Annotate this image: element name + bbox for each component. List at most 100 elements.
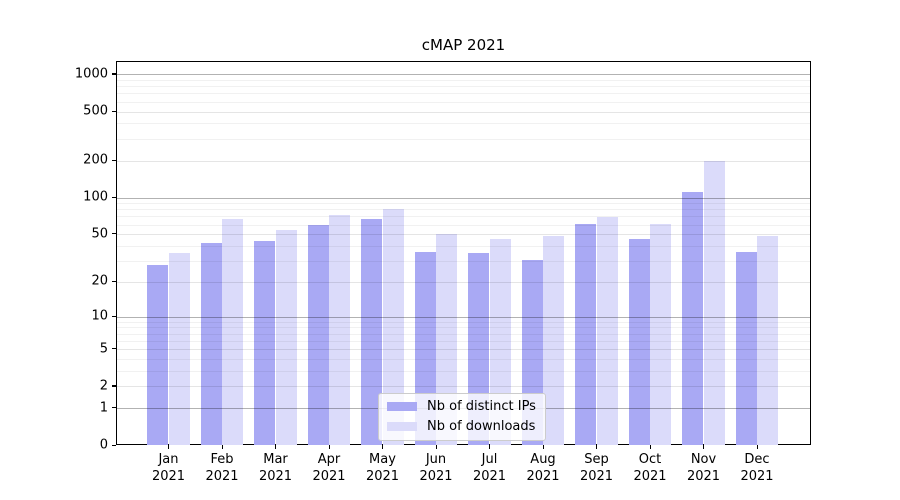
y-tick-label-100: 100 (83, 189, 108, 205)
gridline-100 (117, 197, 810, 199)
y-tick-mark-1000 (112, 73, 116, 75)
y-tick-label-20: 20 (91, 273, 108, 289)
gridline-60 (117, 224, 810, 226)
x-tick-label-10: Oct 2021 (633, 452, 667, 484)
bar-distinct-ips-11 (682, 192, 704, 445)
x-tick-mark-6 (435, 445, 437, 449)
x-tick-label-1: Jan 2021 (151, 452, 186, 484)
gridline-90 (117, 203, 810, 205)
gridline-30 (117, 261, 810, 262)
legend-label-distinct-ips: Nb of distinct IPs (427, 399, 536, 414)
gridline-80 (117, 209, 810, 211)
x-tick-label-3: Mar 2021 (258, 452, 293, 484)
y-tick-mark-2 (112, 385, 116, 387)
bar-downloads-11 (703, 161, 725, 445)
bar-distinct-ips-12 (735, 252, 757, 445)
y-tick-label-1000: 1000 (74, 66, 108, 82)
y-tick-mark-10 (112, 315, 116, 317)
bar-distinct-ips-9 (575, 224, 597, 445)
plot-area (116, 61, 811, 445)
gridline-800 (117, 86, 810, 88)
x-tick-mark-12 (756, 445, 758, 449)
y-tick-mark-100 (112, 196, 116, 198)
gridline-700 (117, 93, 810, 95)
bar-distinct-ips-3 (254, 241, 276, 445)
chart-title: cMAP 2021 (421, 36, 506, 54)
x-tick-mark-9 (596, 445, 598, 449)
y-tick-mark-500 (112, 110, 116, 112)
y-tick-mark-50 (112, 233, 116, 235)
x-tick-mark-5 (382, 445, 384, 449)
y-tick-mark-1 (112, 407, 116, 409)
bar-downloads-12 (757, 235, 779, 445)
y-tick-label-0: 0 (99, 437, 108, 453)
gridline-70 (117, 216, 810, 218)
gridline-8 (117, 327, 810, 329)
gridline-4 (117, 359, 810, 361)
y-tick-label-50: 50 (91, 226, 108, 242)
x-tick-label-5: May 2021 (365, 452, 400, 484)
bar-downloads-5 (382, 208, 404, 445)
bar-downloads-9 (596, 216, 618, 445)
bar-downloads-1 (168, 253, 190, 445)
y-tick-mark-200 (112, 159, 116, 161)
gridline-500 (117, 111, 810, 113)
y-tick-label-2: 2 (99, 378, 108, 394)
x-tick-label-8: Aug 2021 (526, 452, 560, 484)
bar-downloads-6 (436, 233, 458, 445)
bar-downloads-10 (650, 224, 672, 445)
legend: Nb of distinct IPs Nb of downloads (378, 393, 546, 441)
bar-downloads-3 (275, 229, 297, 445)
y-tick-label-500: 500 (83, 103, 108, 119)
bar-distinct-ips-4 (307, 225, 329, 445)
gridline-900 (117, 79, 810, 81)
legend-item-downloads: Nb of downloads (387, 419, 536, 434)
x-tick-label-7: Jul 2021 (472, 452, 507, 484)
x-tick-mark-3 (275, 445, 277, 449)
gridline-7 (117, 333, 810, 335)
x-tick-label-11: Nov 2021 (686, 452, 721, 484)
bar-distinct-ips-10 (628, 239, 650, 445)
x-tick-mark-2 (221, 445, 223, 449)
y-tick-mark-20 (112, 280, 116, 283)
x-tick-label-4: Apr 2021 (312, 452, 346, 484)
gridline-400 (117, 123, 810, 125)
bar-downloads-4 (329, 214, 351, 445)
x-tick-mark-8 (542, 445, 544, 449)
y-tick-label-1: 1 (99, 400, 108, 416)
gridline-9 (117, 321, 810, 323)
gridline-50 (117, 234, 810, 236)
legend-item-distinct-ips: Nb of distinct IPs (387, 399, 536, 414)
gridline-3 (117, 371, 810, 373)
y-tick-label-200: 200 (83, 152, 108, 168)
x-tick-mark-4 (328, 445, 330, 449)
gridline-300 (117, 138, 810, 140)
y-tick-label-10: 10 (91, 308, 108, 324)
gridline-200 (117, 160, 810, 162)
gridline-6 (117, 340, 810, 342)
x-tick-mark-11 (703, 445, 705, 449)
gridline-40 (117, 245, 810, 247)
bar-downloads-8 (543, 235, 565, 445)
x-tick-label-6: Jun 2021 (419, 452, 453, 484)
x-tick-mark-7 (489, 445, 491, 449)
x-tick-label-12: Dec 2021 (740, 452, 774, 484)
y-tick-mark-0 (112, 444, 116, 446)
y-tick-mark-5 (112, 348, 116, 350)
gridline-5 (117, 349, 810, 351)
legend-label-downloads: Nb of downloads (427, 419, 536, 434)
bar-distinct-ips-1 (147, 265, 169, 445)
x-tick-mark-10 (649, 445, 651, 449)
x-tick-label-9: Sep 2021 (579, 452, 614, 484)
legend-swatch-downloads (387, 422, 417, 431)
y-tick-label-5: 5 (99, 341, 108, 357)
bar-distinct-ips-5 (361, 219, 383, 445)
gridline-20 (117, 281, 810, 283)
gridline-2 (117, 386, 810, 388)
gridline-10 (117, 316, 810, 318)
x-tick-mark-1 (168, 445, 170, 449)
x-tick-label-2: Feb 2021 (205, 452, 239, 484)
bar-downloads-2 (222, 218, 244, 445)
bar-distinct-ips-2 (200, 242, 222, 445)
